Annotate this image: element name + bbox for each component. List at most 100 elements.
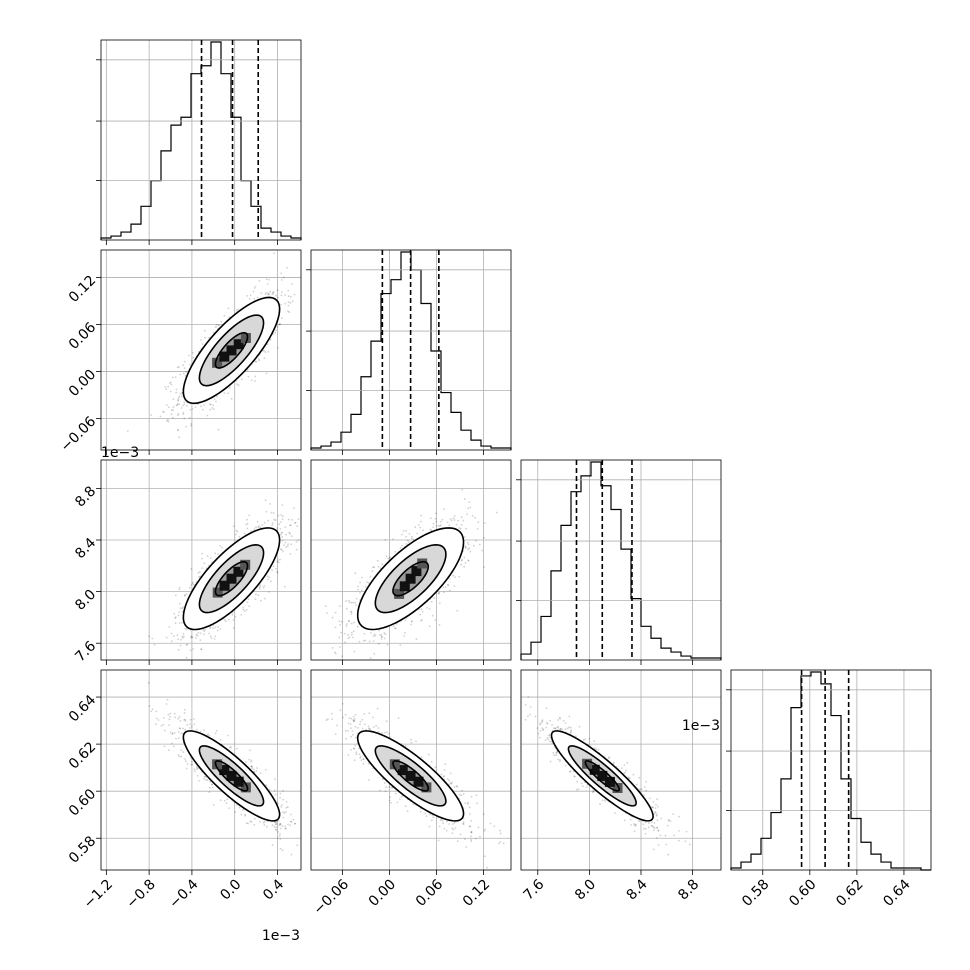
scatter-point: [275, 567, 277, 570]
scatter-point: [242, 606, 245, 609]
scatter-point: [268, 788, 271, 791]
scatter-point: [305, 289, 307, 291]
scatter-point: [385, 555, 388, 558]
scatter-point: [437, 524, 440, 527]
scatter-point: [430, 529, 433, 532]
scatter-point: [213, 398, 216, 400]
scatter-point: [250, 530, 253, 532]
scatter-point: [280, 533, 282, 536]
scatter-point: [272, 512, 275, 514]
scatter-point: [302, 308, 304, 310]
scatter-point: [177, 397, 180, 399]
scatter-point: [286, 806, 289, 809]
scatter-point: [201, 552, 204, 555]
scatter-point: [274, 828, 277, 831]
scatter-point: [354, 572, 357, 575]
scatter-point: [308, 676, 310, 678]
scatter-point: [347, 637, 350, 640]
scatter-point: [246, 527, 249, 530]
scatter-point: [267, 519, 270, 522]
scatter-point: [399, 546, 402, 549]
scatter-point: [357, 585, 359, 588]
scatter-point: [180, 732, 183, 735]
scatter-point: [364, 586, 367, 588]
scatter-point: [276, 527, 279, 529]
scatter-point: [263, 597, 266, 600]
scatter-point: [200, 339, 203, 341]
scatter-point: [177, 398, 180, 401]
scatter-point: [259, 599, 262, 602]
scatter-point: [278, 323, 281, 326]
scatter-point: [278, 824, 281, 827]
contour-line-2: [214, 560, 249, 597]
scatter-point: [402, 529, 405, 532]
scatter-point: [297, 539, 300, 541]
scatter-point: [280, 272, 283, 275]
scatter-point: [463, 556, 466, 559]
scatter-point: [282, 798, 284, 801]
scatter-point: [219, 739, 222, 741]
scatter-point: [278, 523, 281, 526]
scatter-point: [274, 778, 276, 781]
scatter-point: [263, 357, 266, 359]
scatter-point: [434, 517, 437, 520]
scatter-point: [339, 646, 341, 648]
scatter-point: [227, 307, 230, 310]
scatter-point: [275, 294, 277, 297]
scatter-point: [446, 521, 449, 524]
scatter-point: [182, 404, 184, 407]
scatter-point: [279, 823, 282, 826]
scatter-point: [223, 392, 226, 394]
scatter-point: [240, 813, 243, 816]
scatter-point: [473, 544, 475, 547]
scatter-point: [250, 765, 253, 768]
scatter-point: [449, 518, 452, 520]
scatter-point: [290, 853, 293, 856]
scatter-point: [189, 723, 192, 726]
scatter-point: [254, 598, 257, 601]
scatter-point: [178, 611, 180, 613]
scatter-point: [196, 403, 199, 406]
scatter-point: [379, 567, 382, 569]
scatter-point: [267, 578, 269, 581]
scatter-point: [162, 664, 164, 666]
scatter-point: [458, 527, 461, 529]
scatter-point: [184, 720, 187, 722]
scatter-point: [437, 592, 440, 595]
scatter-point: [216, 629, 219, 632]
scatter-point: [363, 633, 366, 635]
scatter-point: [384, 538, 387, 541]
scatter-point: [183, 719, 186, 721]
scatter-point: [351, 636, 354, 639]
scatter-point: [465, 546, 467, 549]
scatter-point: [228, 807, 230, 809]
scatter-point: [278, 835, 281, 837]
scatter-point: [220, 320, 223, 323]
scatter-point: [153, 643, 156, 646]
scatter-point: [389, 556, 391, 559]
scatter-point: [274, 331, 277, 334]
scatter-point: [225, 802, 228, 805]
scatter-point: [209, 786, 211, 789]
density-cell: [219, 580, 230, 591]
scatter-point: [273, 826, 276, 828]
scatter-point: [215, 324, 218, 326]
scatter-point: [210, 557, 212, 559]
scatter-point: [280, 805, 283, 808]
scatter-point: [226, 798, 229, 801]
scatter-point: [439, 524, 442, 526]
density-cell: [399, 581, 410, 592]
scatter-point: [177, 638, 180, 641]
scatter-point: [279, 827, 282, 830]
hist-panel-3: [726, 669, 932, 875]
scatter-point: [169, 731, 172, 734]
scatter-point: [195, 768, 198, 770]
scatter-point: [183, 712, 186, 714]
scatter-point: [245, 523, 248, 526]
scatter-point: [410, 623, 413, 626]
scatter-point: [483, 522, 486, 524]
scatter-point: [199, 730, 202, 733]
scatter-point: [223, 618, 226, 621]
scatter-point: [190, 568, 193, 570]
scatter-point: [192, 583, 195, 586]
